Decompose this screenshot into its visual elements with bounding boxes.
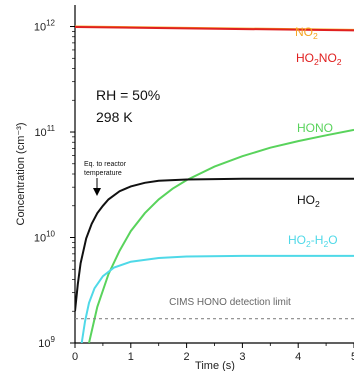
x-tick-label: 0: [72, 351, 78, 363]
series-line-ho2: [75, 177, 354, 312]
y-tick-label: 109: [38, 335, 55, 350]
x-tick-label: 3: [239, 351, 245, 363]
x-tick-label: 2: [184, 351, 190, 363]
series-line-hono: [88, 128, 354, 343]
x-axis-title: Time (s): [195, 360, 235, 371]
axes-group: 0 1 2 3 4 5 109 1010 1011 1012 Time (s) Concentrati…: [15, 5, 354, 372]
labels-group: NO2 HO2NO2 HONO HO2 HO2-H2O RH = 50% 298 K Eq. …: [84, 25, 342, 308]
y-axis-title: Concentration (cm⁻³): [15, 122, 27, 225]
series-group: [75, 25, 354, 343]
rh-annotation: RH = 50%: [96, 87, 160, 103]
series-line-ho2no2: [75, 26, 354, 32]
x-tick-label: 1: [128, 351, 134, 363]
equilibration-arrow-head: [93, 188, 101, 196]
detection-limit-label: CIMS HONO detection limit: [169, 297, 291, 308]
series-label-ho2-h2o: HO2-H2O: [288, 233, 338, 249]
series-line-ho2-h2o: [80, 254, 354, 343]
equilibration-annotation-line2: temperature: [84, 170, 122, 177]
x-tick-label: 4: [295, 351, 301, 363]
series-label-hono: HONO: [297, 121, 333, 135]
temperature-annotation: 298 K: [96, 109, 133, 125]
equilibration-annotation-line1: Eq. to reactor: [84, 161, 127, 168]
y-tick-label: 1012: [34, 19, 56, 34]
series-label-no2: NO2: [295, 25, 318, 41]
series-label-ho2: HO2: [297, 193, 320, 209]
series-label-ho2no2: HO2NO2: [296, 51, 342, 67]
y-tick-label: 1011: [34, 124, 55, 139]
x-tick-label: 5: [351, 351, 354, 363]
y-tick-label: 1010: [34, 230, 56, 245]
